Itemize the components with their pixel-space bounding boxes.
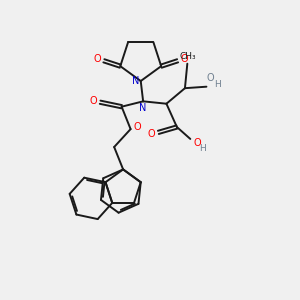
Text: O: O xyxy=(148,129,156,139)
Text: N: N xyxy=(139,103,146,113)
Text: O: O xyxy=(193,138,201,148)
Text: N: N xyxy=(132,76,139,86)
Text: O: O xyxy=(206,73,214,83)
Text: H: H xyxy=(200,144,206,153)
Text: O: O xyxy=(90,96,98,106)
Text: O: O xyxy=(94,54,101,64)
Text: O: O xyxy=(180,54,188,64)
Text: O: O xyxy=(133,122,141,132)
Text: H: H xyxy=(214,80,221,89)
Text: CH₃: CH₃ xyxy=(180,52,196,61)
